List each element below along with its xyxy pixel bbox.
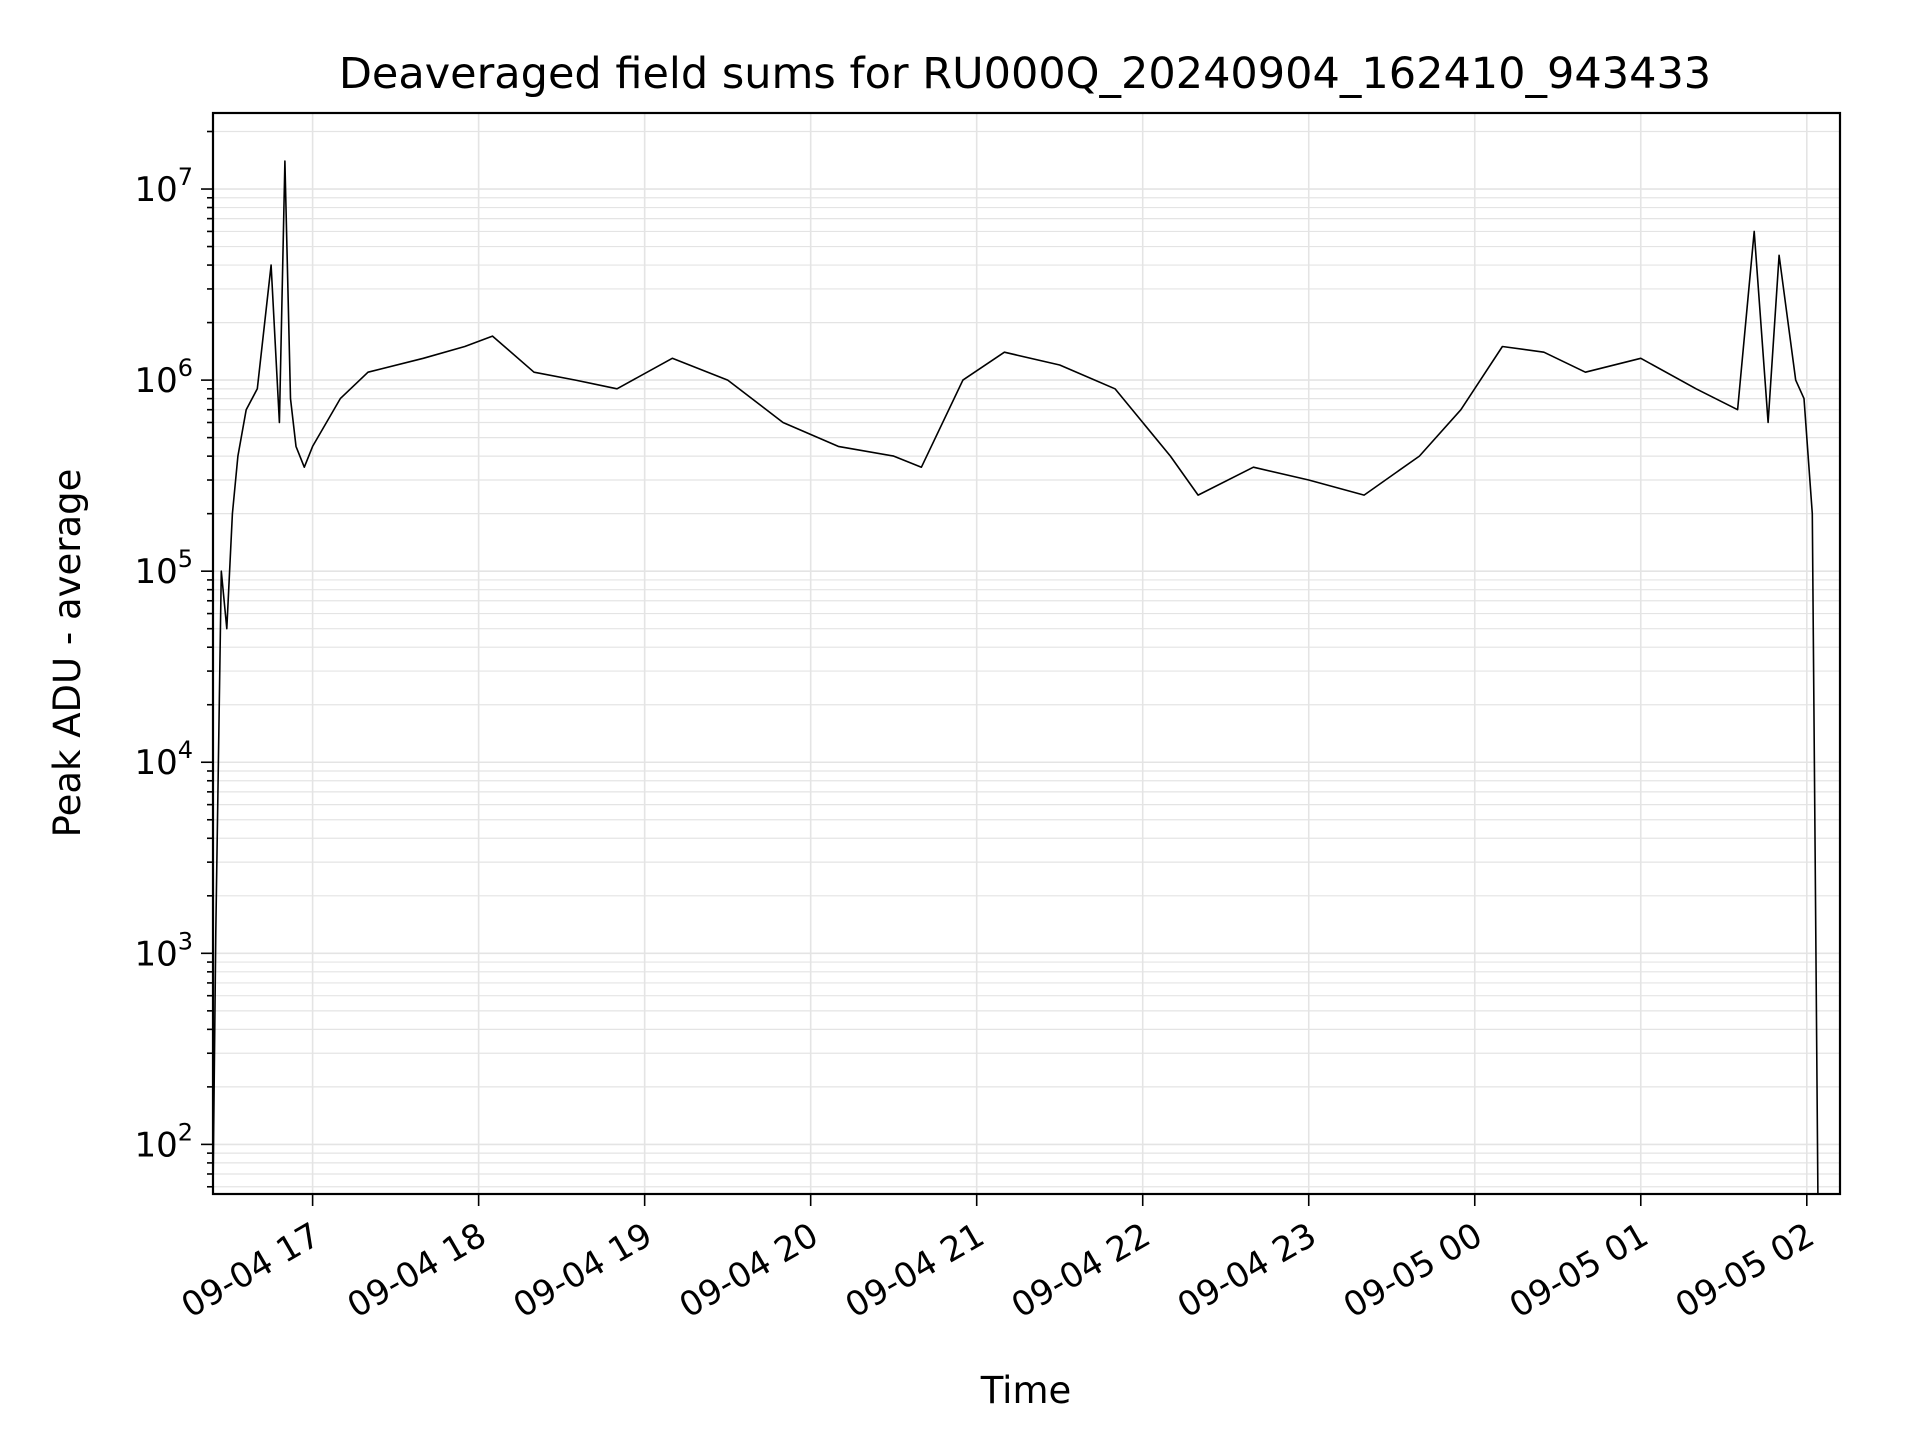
plot-frame [211,111,1842,1196]
y-tick-label: 102 [134,1118,193,1165]
series-line [212,160,1819,1195]
y-tick-label: 106 [134,354,193,401]
y-tick-label: 105 [134,545,193,592]
grid [213,113,1840,1194]
series [212,160,1819,1195]
y-ticks: 102 103 104 105 106 107 [134,130,213,1188]
y-axis-label: Peak ADU - average [46,469,89,838]
y-tick-label: 104 [134,736,193,783]
chart-title: Deaveraged field sums for RU000Q_2024090… [339,49,1711,99]
y-tick-label: 107 [134,163,193,210]
x-axis-label: Time [980,1369,1072,1412]
y-tick-label: 103 [134,927,193,974]
